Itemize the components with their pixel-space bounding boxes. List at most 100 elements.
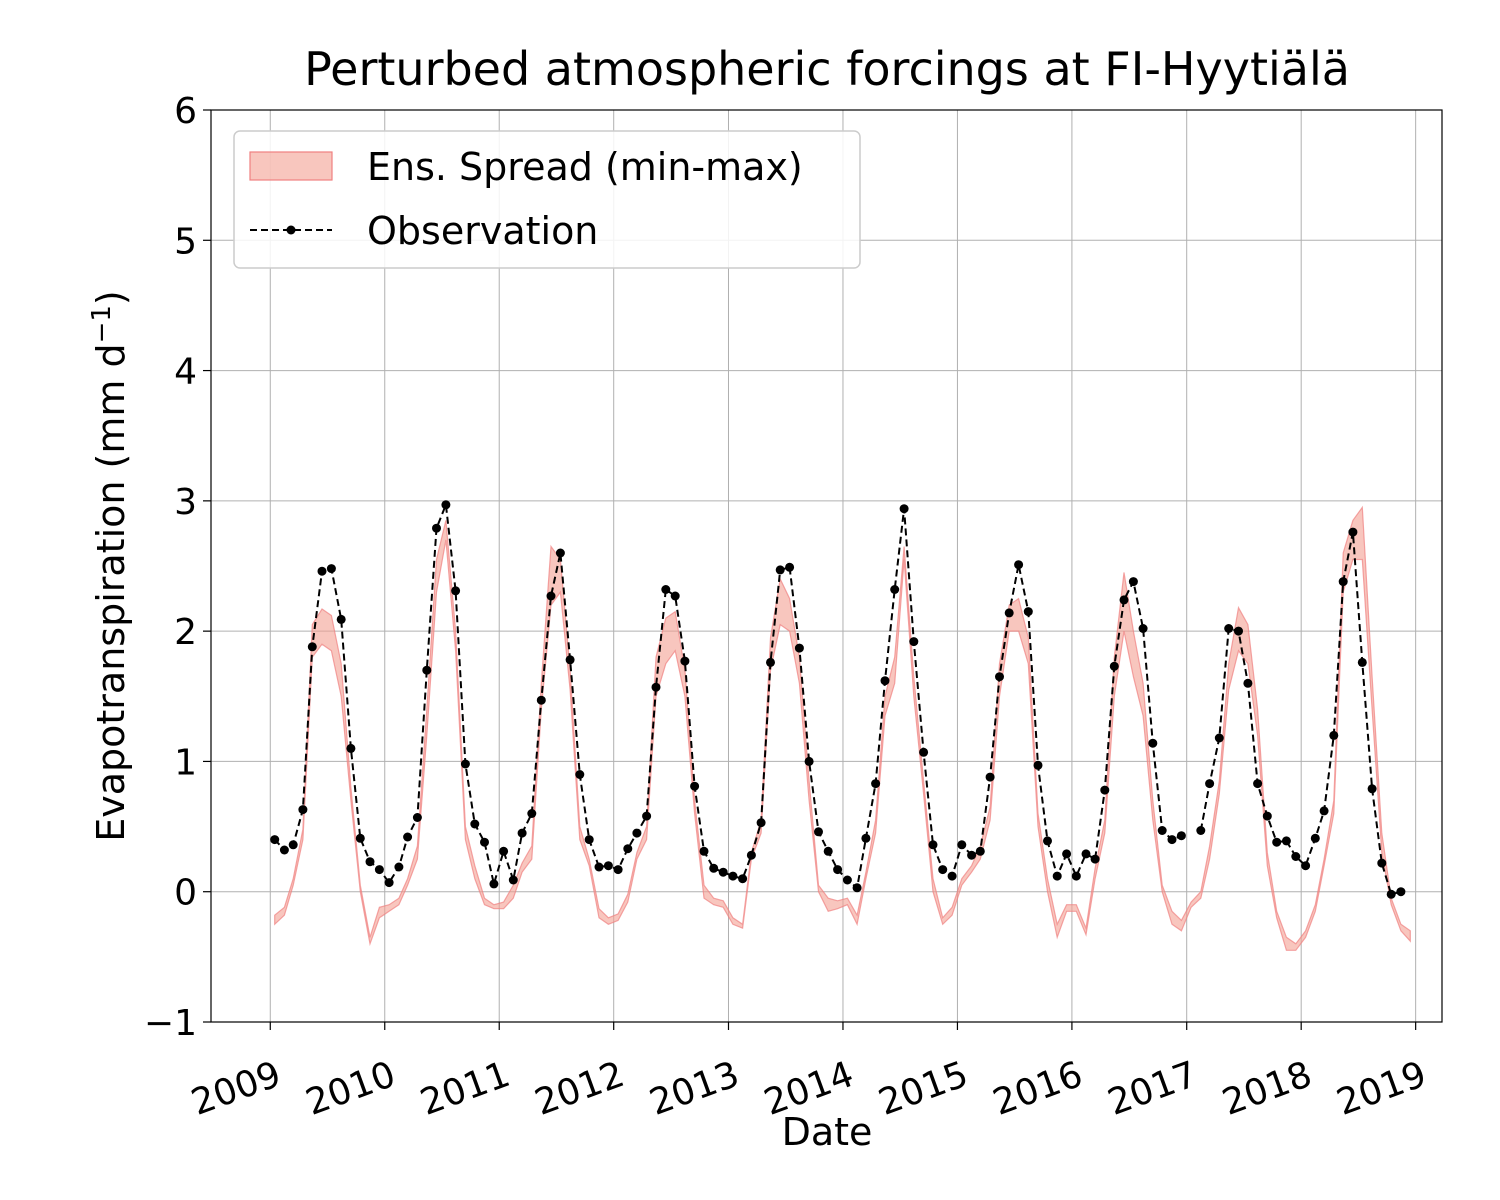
observation-point bbox=[1205, 779, 1215, 789]
observation-line bbox=[1199, 531, 1402, 896]
observation-point bbox=[995, 672, 1004, 682]
observation-point bbox=[975, 846, 985, 856]
observation-line bbox=[273, 504, 1182, 890]
observation-point bbox=[928, 840, 938, 850]
observation-point bbox=[527, 809, 537, 818]
plot-frame bbox=[210, 109, 1443, 1023]
x-axis-ticks: 2009 2010 2011 2012 2013 2014 2015 2016 2017 2018… bbox=[186, 1022, 1432, 1124]
observation-point bbox=[346, 743, 356, 753]
observation-point bbox=[1157, 826, 1167, 835]
observation-point bbox=[1167, 835, 1177, 845]
observation-point bbox=[1386, 889, 1396, 899]
observation-point bbox=[766, 657, 775, 667]
observation-point bbox=[794, 643, 804, 653]
observation-point bbox=[1119, 595, 1129, 605]
observation-point bbox=[871, 779, 881, 789]
observation-point bbox=[1243, 678, 1253, 688]
observation-point bbox=[1253, 779, 1263, 789]
observation-point bbox=[432, 523, 441, 533]
y-tick-label: 0 bbox=[174, 873, 197, 914]
legend-marker-observation bbox=[286, 225, 296, 235]
observation-point bbox=[632, 828, 642, 838]
x-tick-label: 2012 bbox=[530, 1054, 630, 1124]
observation-point bbox=[985, 772, 995, 782]
observation-point bbox=[1396, 887, 1406, 897]
x-tick-label: 2018 bbox=[1217, 1054, 1317, 1124]
observation-point bbox=[919, 747, 929, 757]
observation-point bbox=[355, 833, 365, 843]
observation-point bbox=[384, 878, 394, 888]
observation-point bbox=[613, 865, 623, 875]
observation-point bbox=[728, 871, 738, 881]
x-tick-label: 2016 bbox=[988, 1054, 1088, 1124]
observation-point bbox=[1262, 811, 1272, 821]
observation-point bbox=[1214, 733, 1224, 743]
y-axis-title-main: Evapotranspiration (mm d bbox=[89, 343, 133, 841]
observation-point bbox=[279, 845, 289, 855]
observation-point bbox=[1033, 760, 1043, 770]
observation-point bbox=[661, 585, 671, 594]
x-tick-label: 2017 bbox=[1103, 1054, 1203, 1124]
observation-point bbox=[1128, 577, 1138, 587]
observation-point bbox=[1100, 785, 1110, 795]
observation-point bbox=[775, 565, 785, 575]
observation-point bbox=[1109, 661, 1119, 671]
observation-point bbox=[1348, 527, 1358, 537]
observation-point bbox=[1338, 577, 1348, 587]
observation-point bbox=[489, 879, 499, 889]
observation-point bbox=[1090, 854, 1100, 864]
observation-point bbox=[270, 835, 280, 845]
observation-point bbox=[938, 865, 948, 875]
x-axis-title: Date bbox=[782, 1110, 873, 1154]
observation-point bbox=[1176, 831, 1186, 841]
observation-point bbox=[317, 566, 327, 576]
observation-point bbox=[899, 504, 909, 514]
legend-box bbox=[233, 130, 861, 269]
observation-point bbox=[1062, 849, 1072, 859]
legend-label-spread: Ens. Spread (min-max) bbox=[367, 145, 803, 189]
observation-point bbox=[412, 813, 422, 822]
observation-point bbox=[584, 835, 594, 845]
legend-swatch-spread bbox=[249, 151, 333, 181]
observation-point bbox=[833, 865, 843, 875]
spread-band bbox=[274, 505, 1411, 951]
observation-point bbox=[699, 846, 709, 856]
observation-point bbox=[1004, 608, 1014, 618]
observation-point bbox=[718, 867, 728, 877]
observation-point bbox=[852, 883, 862, 893]
observation-point bbox=[288, 840, 298, 850]
observation-point bbox=[746, 850, 756, 860]
x-tick-label: 2015 bbox=[873, 1054, 973, 1124]
observation-point bbox=[957, 840, 967, 850]
observation-point bbox=[480, 837, 489, 847]
observation-point bbox=[298, 805, 308, 815]
x-tick-label: 2019 bbox=[1332, 1054, 1432, 1124]
observation-point bbox=[374, 865, 384, 875]
observation-point bbox=[738, 874, 748, 884]
ensemble-spread bbox=[274, 505, 1411, 951]
observation-point bbox=[623, 844, 633, 854]
x-tick-label: 2013 bbox=[644, 1054, 744, 1124]
observation-point bbox=[326, 564, 336, 574]
observation-point bbox=[1310, 833, 1320, 843]
observation-point bbox=[1281, 836, 1291, 846]
observation-point bbox=[670, 591, 680, 601]
observation-point bbox=[451, 586, 461, 596]
observation-point bbox=[880, 676, 890, 686]
observation-point bbox=[1071, 871, 1081, 881]
observation-point bbox=[394, 862, 404, 872]
observation-point bbox=[422, 665, 432, 675]
observation-point bbox=[1301, 861, 1311, 871]
y-tick-label: 2 bbox=[174, 612, 197, 653]
y-axis-ticks: −1 0 1 2 3 4 5 6 bbox=[144, 91, 211, 1044]
observation-point bbox=[555, 548, 565, 558]
observation-point bbox=[814, 827, 823, 837]
x-tick-label: 2010 bbox=[301, 1054, 401, 1124]
observation-series bbox=[270, 500, 1406, 899]
observation-point bbox=[1357, 657, 1367, 667]
observation-point bbox=[1138, 624, 1148, 633]
y-tick-label: 4 bbox=[174, 352, 197, 393]
observation-point bbox=[441, 500, 451, 510]
observation-point bbox=[460, 759, 470, 769]
